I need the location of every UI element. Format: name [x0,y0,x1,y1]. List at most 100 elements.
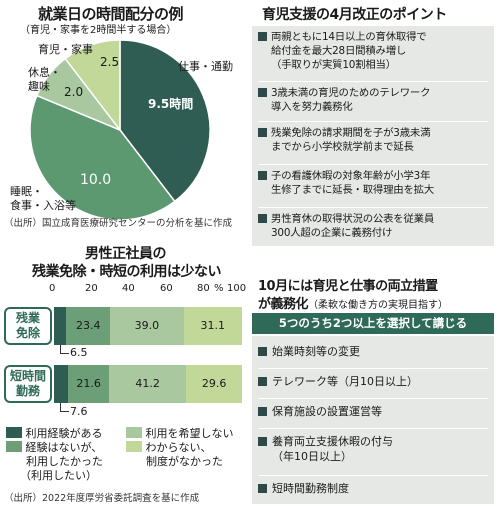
october-item-2: テレワーク等（月10日以上） [258,374,488,389]
reform-item-line: 男性育休の取得状況の公表を従業員 [271,213,435,225]
seg-hope-no-row1: 39.0 [110,307,184,345]
legend-wanted: 経験はないが、 利用したかった （利用したい） [6,441,103,483]
october-item-text: 短時間勤務制度 [272,481,484,496]
october-item-text: 保育施設の設置運営等 [272,404,484,419]
reform-item-line: 給付金を最大28日間積み増し [271,45,407,57]
axis-unit: % [214,283,224,294]
reform-item-line: （手取りが実質10割相当） [271,59,396,71]
bullet-square-icon [258,377,267,386]
divider [258,121,488,122]
legend-label-unknown-1: わからない、 [145,441,212,454]
reform-item-5: 男性育休の取得状況の公表を従業員 300人超の企業に義務付け [258,212,488,240]
october-item-line: テレワーク等（月10日以上） [272,375,418,388]
axis-tick-100: 100 [227,283,247,294]
divider [258,164,488,165]
pie-slice-child [64,39,121,133]
pie-label-sleep-2: 食事・入浴等 [10,199,76,212]
pie-title: 就業日の時間配分の例 [38,5,184,23]
reform-item-1: 両親ともに14日以上の育休取得で 給付金を最大28日間積み増し （手取りが実質10割… [258,30,488,72]
reform-item-text: 両親ともに14日以上の育休取得で 給付金を最大28日間積み増し （手取りが実質10割… [271,30,485,72]
bullet-square-icon [258,484,267,493]
legend-swatch-wanted [6,441,22,452]
pie-label-rest-2: 趣味 [28,80,50,93]
legend-unknown: わからない、 制度がなかった [126,441,223,469]
axis-tick-80: 80 [197,283,210,294]
seg-wanted-row1: 23.4 [66,307,111,345]
divider [258,475,488,476]
october-item-4: 養育両立支援休暇の付与 （年10日以上） [258,434,488,464]
pie-value-child: 2.5 [100,55,120,69]
axis-tick-40: 40 [122,283,135,294]
pie-value-work: 9.5時間 [148,97,194,111]
bar-label-row2: 短時間 勤務 [4,365,52,403]
legend-label-unknown-2: 制度がなかった [146,455,223,468]
pie-slice-work [119,39,211,203]
bars-axis: 0 20 40 60 80 % 100 [49,283,248,297]
october-item-1: 始業時刻等の変更 [258,344,488,359]
bars-source: （出所）2022年度厚労省委託調査を基に作成 [4,493,200,504]
reform-item-line: 導入を努力義務化 [271,101,353,113]
reform-item-4: 子の看護休暇の対象年齢が小学3年 生修了までに延長・取得理由を拡大 [258,169,488,197]
bullet-square-icon [258,171,267,180]
october-title-1: 10月には育児と仕事の両立措置 [258,279,438,294]
october-item-text: 始業時刻等の変更 [272,344,484,359]
reform-item-line: 残業免除の請求期間を子が3歳未満 [271,127,431,139]
seg-unknown-row1: 31.1 [183,307,242,345]
reform-item-3: 残業免除の請求期間を子が3歳未満 までから小学校就学前まで延長 [258,126,488,154]
legend-label-wanted-1: 経験はないが、 [25,441,103,454]
bar-row-overtime: 23.4 39.0 31.1 [54,307,242,345]
bullet-square-icon [258,407,267,416]
bars-title-2: 残業免除・時短の利用は少ない [32,264,222,280]
bar-row-short-hours: 21.6 41.2 29.6 [54,365,242,403]
legend-label-wanted-3: （利用したい） [20,469,97,482]
reform-item-line: 3歳未満の育児のためのテレワーク [271,87,431,99]
bars-title-1: 男性正社員の [85,246,167,262]
bar-label-row1: 残業 免除 [4,307,52,345]
pie-value-rest: 2.0 [64,85,84,99]
october-item-text: 養育両立支援休暇の付与 （年10日以上） [272,434,484,464]
divider [258,81,488,82]
seg-used-row1 [54,307,67,345]
divider [258,207,488,208]
reform-item-line: 両親ともに14日以上の育休取得で [271,31,427,43]
pie-label-child: 育児・家事 [38,43,93,56]
bullet-square-icon [258,88,267,97]
legend-swatch-hope-no [126,427,142,438]
legend-label-used: 利用経験がある [25,427,103,440]
reform-title: 育児支援の4月改正のポイント [262,7,447,23]
bar-note-row1: 6.5 [70,346,88,359]
axis-tick-20: 20 [85,283,98,294]
pie-label-work: 仕事・通勤 [178,60,233,73]
reform-item-2: 3歳未満の育児のためのテレワーク 導入を努力義務化 [258,86,488,114]
reform-item-text: 残業免除の請求期間を子が3歳未満 までから小学校就学前まで延長 [271,126,485,154]
reform-item-line: 子の看護休暇の対象年齢が小学3年 [271,170,431,182]
legend-label-hope-no: 利用を希望しない [145,427,234,440]
bullet-square-icon [258,347,267,356]
october-title-2b: （柔軟な働き方の実現目指す） [308,300,449,311]
pie-chart [29,39,211,221]
october-item-line: 始業時刻等の変更 [272,345,360,358]
october-item-line: 保育施設の設置運営等 [272,405,382,418]
bar-note-line-row1 [60,345,69,354]
reform-item-text: 男性育休の取得状況の公表を従業員 300人超の企業に義務付け [271,212,485,240]
seg-unknown-row2: 29.6 [186,365,242,403]
seg-wanted-row2: 21.6 [68,365,109,403]
october-title-2-wrap: が義務化（柔軟な働き方の実現目指す） [258,293,448,312]
bar-note-line-row2 [60,403,69,412]
october-item-5: 短時間勤務制度 [258,481,488,496]
reform-item-line: 300人超の企業に義務付け [271,227,393,239]
october-item-line: 養育両立支援休暇の付与 [272,435,393,448]
divider [258,398,488,399]
october-item-text: テレワーク等（月10日以上） [272,374,484,389]
seg-used-row2 [54,365,69,403]
legend-used: 利用経験がある [6,425,103,441]
october-title-2: が義務化 [258,297,309,312]
pie-slice-sleep [29,94,176,221]
pie-source: （出所）国立成育医療研究センターの分析を基に作成 [4,218,233,229]
bar-label-row1-line1: 残業 [15,311,40,325]
bullet-square-icon [258,32,267,41]
october-item-line: （年10日以上） [272,450,352,463]
divider [258,368,488,369]
pie-label-sleep-1: 睡眠・ [10,185,43,198]
reform-item-line: までから小学校就学前まで延長 [271,141,414,153]
